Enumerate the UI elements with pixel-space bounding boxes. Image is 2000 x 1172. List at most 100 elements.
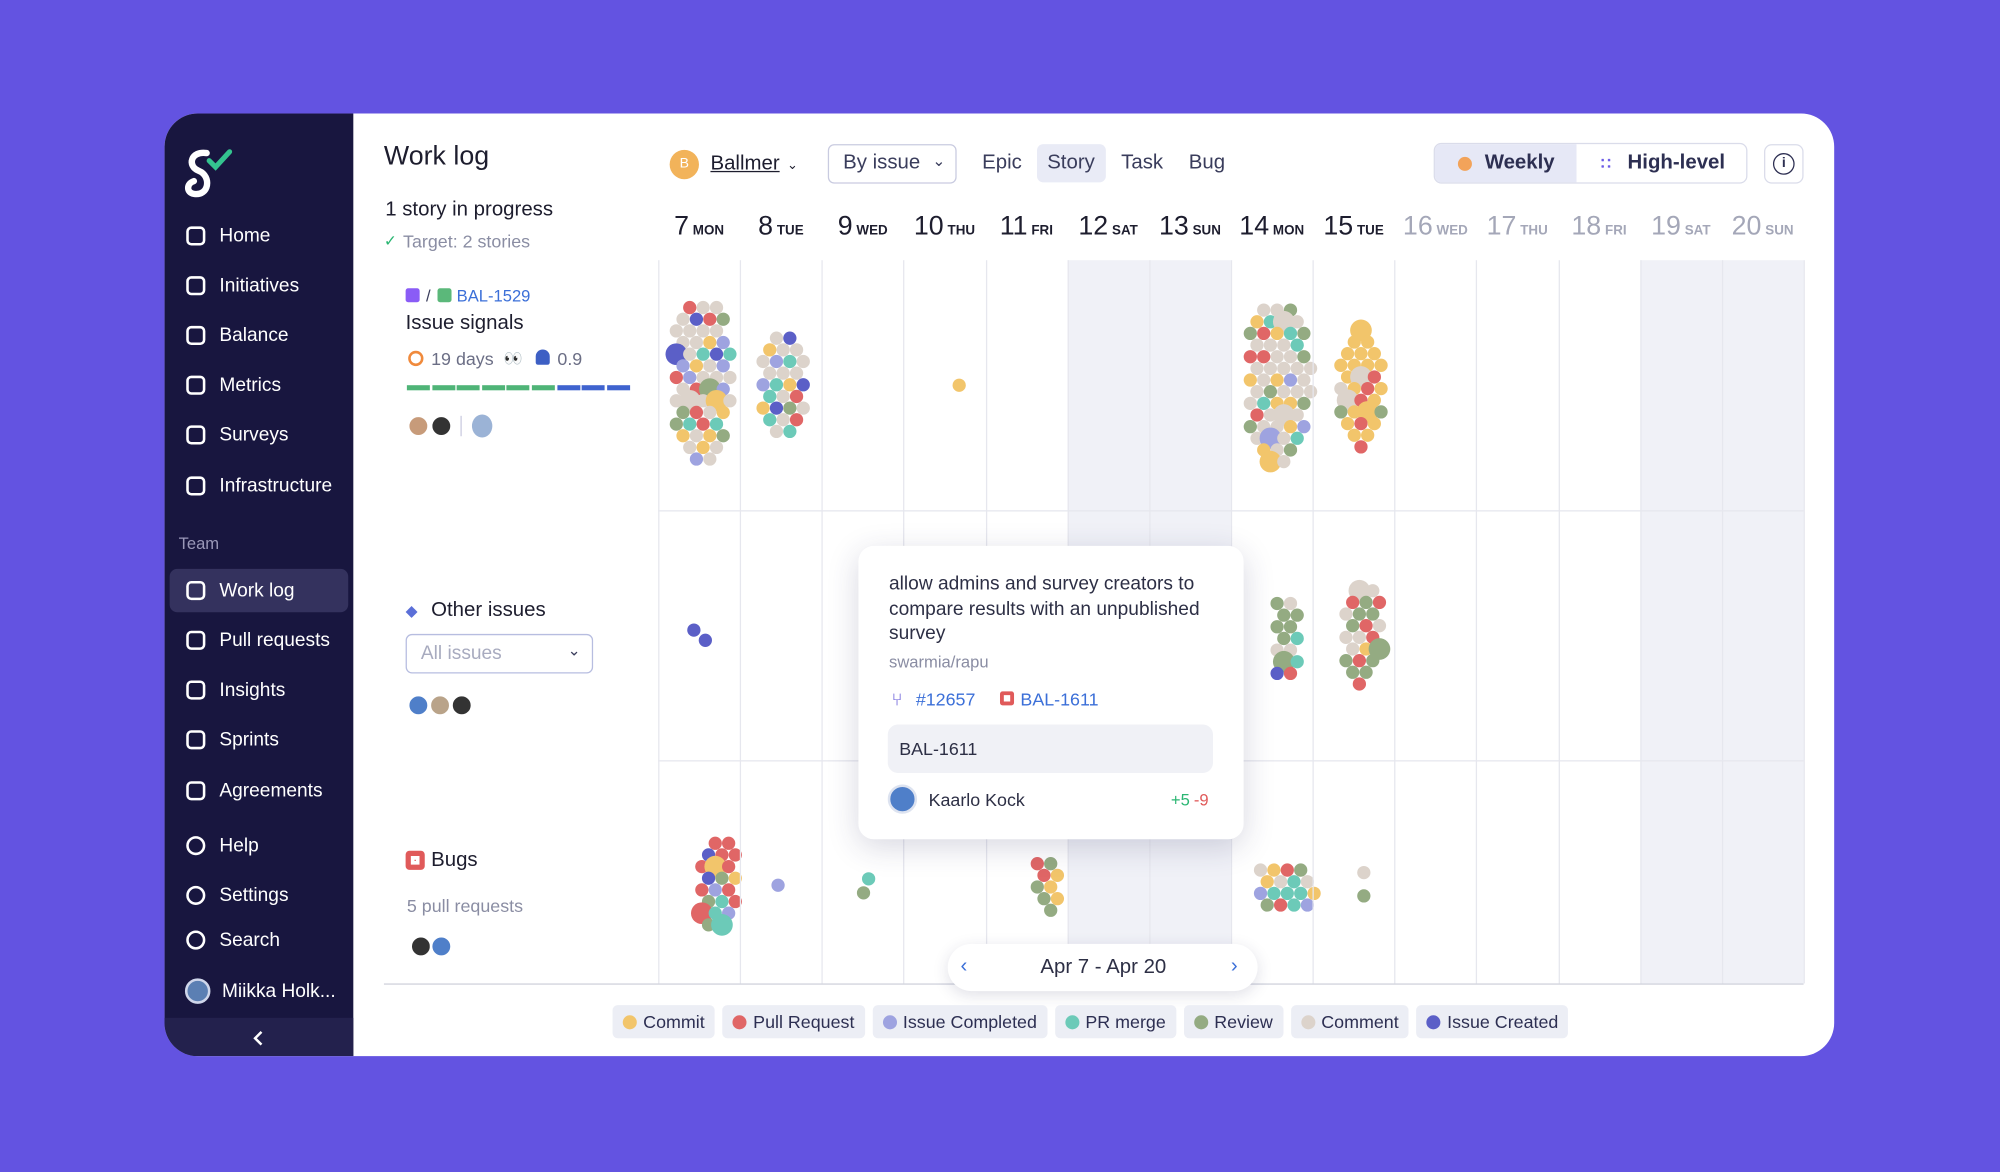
activity-dot[interactable] bbox=[1339, 654, 1353, 668]
nav-item[interactable]: Surveys bbox=[219, 424, 289, 446]
activity-dot[interactable] bbox=[676, 312, 690, 326]
activity-dot[interactable] bbox=[1257, 326, 1271, 341]
activity-dot[interactable] bbox=[1270, 666, 1284, 681]
nav-item[interactable]: Sprints bbox=[219, 728, 279, 751]
activity-dot[interactable] bbox=[695, 883, 709, 897]
activity-dot[interactable] bbox=[1283, 326, 1298, 341]
activity-dot[interactable] bbox=[789, 343, 804, 357]
activity-dot[interactable] bbox=[769, 401, 784, 415]
activity-dot[interactable] bbox=[776, 413, 790, 427]
activity-dot[interactable] bbox=[683, 417, 697, 431]
legend-item[interactable]: PR merge bbox=[1054, 1005, 1176, 1039]
activity-dot[interactable] bbox=[1290, 315, 1304, 329]
activity-dot[interactable] bbox=[723, 347, 737, 361]
view-tab[interactable]: Weekly bbox=[1484, 151, 1555, 174]
activity-dot[interactable] bbox=[1283, 373, 1298, 387]
activity-dot[interactable] bbox=[1283, 596, 1298, 611]
activity-dot[interactable] bbox=[1250, 315, 1264, 329]
activity-dot[interactable] bbox=[763, 389, 777, 404]
activity-dot[interactable] bbox=[703, 405, 717, 420]
activity-dot[interactable] bbox=[728, 871, 742, 885]
tooltip-pr[interactable]: #12657 bbox=[915, 688, 976, 710]
activity-dot[interactable] bbox=[1250, 361, 1264, 376]
tooltip-issue[interactable]: BAL-1611 bbox=[1020, 688, 1099, 710]
activity-dot[interactable] bbox=[1283, 666, 1298, 681]
grouping-select[interactable] bbox=[827, 144, 957, 184]
activity-dot[interactable] bbox=[1290, 338, 1304, 352]
activity-dot[interactable] bbox=[776, 343, 790, 357]
activity-dot[interactable] bbox=[789, 413, 804, 427]
activity-dot[interactable] bbox=[1297, 420, 1311, 434]
activity-dot[interactable] bbox=[1347, 428, 1361, 442]
activity-dot[interactable] bbox=[1283, 443, 1298, 457]
activity-dot[interactable] bbox=[1287, 875, 1301, 889]
legend-item[interactable]: Comment bbox=[1290, 1005, 1409, 1039]
activity-dot[interactable] bbox=[715, 871, 729, 885]
activity-dot[interactable] bbox=[1346, 619, 1360, 633]
activity-dot[interactable] bbox=[696, 440, 710, 455]
activity-dot[interactable] bbox=[708, 836, 722, 850]
activity-dot[interactable] bbox=[1303, 385, 1318, 399]
activity-dot[interactable] bbox=[1243, 326, 1257, 341]
activity-dot[interactable] bbox=[1290, 431, 1304, 445]
activity-dot[interactable] bbox=[683, 370, 697, 385]
activity-dot[interactable] bbox=[1352, 677, 1367, 691]
activity-dot[interactable] bbox=[796, 401, 810, 415]
activity-dot[interactable] bbox=[703, 312, 717, 326]
activity-dot[interactable] bbox=[776, 389, 790, 404]
activity-dot[interactable] bbox=[1044, 880, 1058, 894]
activity-dot[interactable] bbox=[709, 417, 724, 431]
activity-dot[interactable] bbox=[689, 312, 704, 326]
activity-dot[interactable] bbox=[1340, 416, 1355, 431]
nav-item[interactable]: Agreements bbox=[219, 779, 323, 802]
activity-dot[interactable] bbox=[1361, 335, 1375, 349]
activity-dot[interactable] bbox=[1257, 350, 1271, 364]
activity-dot[interactable] bbox=[796, 354, 810, 369]
activity-dot[interactable] bbox=[1050, 892, 1065, 906]
activity-dot[interactable] bbox=[1359, 595, 1373, 610]
activity-dot[interactable] bbox=[1283, 350, 1298, 364]
activity-dot[interactable] bbox=[669, 417, 683, 431]
activity-dot[interactable] bbox=[1280, 863, 1294, 877]
activity-dot[interactable] bbox=[1253, 863, 1268, 877]
activity-dot[interactable] bbox=[1367, 416, 1381, 431]
activity-dot[interactable] bbox=[1257, 373, 1271, 387]
activity-dot[interactable] bbox=[1334, 358, 1348, 372]
activity-dot[interactable] bbox=[1354, 347, 1368, 361]
activity-dot[interactable] bbox=[1277, 608, 1291, 622]
activity-dot[interactable] bbox=[696, 347, 710, 361]
nav-item[interactable]: Search bbox=[219, 929, 281, 951]
activity-dot[interactable] bbox=[789, 366, 804, 380]
nav-item[interactable]: Work log bbox=[219, 579, 295, 602]
activity-dot[interactable] bbox=[1339, 630, 1353, 644]
activity-dot[interactable] bbox=[1347, 335, 1361, 349]
activity-dot[interactable] bbox=[1366, 654, 1380, 668]
nav-item[interactable]: Settings bbox=[219, 884, 289, 907]
activity-dot[interactable] bbox=[1280, 886, 1294, 901]
activity-dot[interactable] bbox=[689, 405, 704, 420]
activity-dot[interactable] bbox=[763, 343, 777, 357]
activity-dot[interactable] bbox=[696, 324, 710, 338]
activity-dot[interactable] bbox=[687, 623, 701, 637]
activity-dot[interactable] bbox=[1366, 584, 1380, 598]
activity-dot[interactable] bbox=[1346, 642, 1360, 656]
activity-dot[interactable] bbox=[1361, 428, 1375, 442]
activity-dot[interactable] bbox=[1243, 396, 1257, 410]
activity-dot[interactable] bbox=[1277, 431, 1291, 445]
activity-dot[interactable] bbox=[1044, 903, 1058, 917]
activity-dot[interactable] bbox=[1270, 596, 1284, 611]
activity-dot[interactable] bbox=[716, 312, 730, 326]
activity-dot[interactable] bbox=[1243, 373, 1257, 387]
activity-dot[interactable] bbox=[1277, 631, 1291, 646]
activity-dot[interactable] bbox=[709, 440, 724, 455]
activity-dot[interactable] bbox=[1294, 886, 1308, 901]
activity-dot[interactable] bbox=[1359, 665, 1373, 679]
activity-dot[interactable] bbox=[1290, 408, 1304, 422]
activity-dot[interactable] bbox=[709, 324, 724, 338]
activity-dot[interactable] bbox=[703, 452, 717, 466]
activity-dot[interactable] bbox=[1300, 898, 1315, 912]
activity-dot[interactable] bbox=[1267, 886, 1281, 901]
activity-dot[interactable] bbox=[1263, 385, 1278, 399]
activity-dot[interactable] bbox=[1352, 630, 1367, 644]
activity-dot[interactable] bbox=[1260, 875, 1274, 889]
